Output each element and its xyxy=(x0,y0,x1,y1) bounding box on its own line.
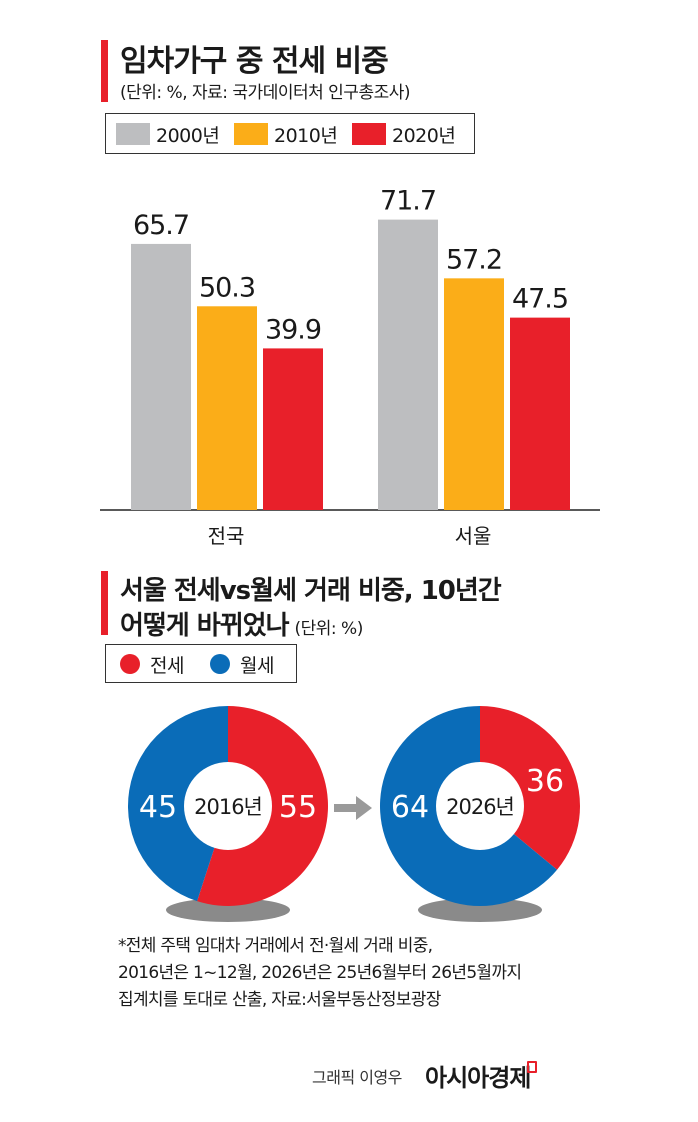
section2-title-line2: 어떻게 바뀌었나 (단위: %) xyxy=(120,605,363,642)
section1-accent-bar xyxy=(101,40,108,102)
legend-label-2020: 2020년 xyxy=(392,124,456,147)
donut-hole xyxy=(184,762,272,850)
legend-label-jeonse: 전세 xyxy=(150,654,184,677)
donut-center-label: 2026년 xyxy=(446,795,514,819)
footnote-line1: *전체 주택 임대차 거래에서 전·월세 거래 비중, xyxy=(118,936,433,956)
legend-label-wolse: 월세 xyxy=(240,654,274,677)
legend-item-wolse: 월세 xyxy=(210,653,274,677)
bar-0-2 xyxy=(263,348,323,510)
x-tick-label: 서울 xyxy=(455,524,492,548)
section2-title-line2-text: 어떻게 바뀌었나 xyxy=(120,611,289,641)
section1-title: 임차가구 중 전세 비중 xyxy=(120,44,389,79)
legend-item-jeonse: 전세 xyxy=(120,653,184,677)
donut-legend: 전세 월세 xyxy=(105,644,297,683)
arrow-right-icon xyxy=(334,796,372,820)
slice-value-label: 55 xyxy=(279,790,317,825)
donut-shadow xyxy=(166,898,290,922)
slice-value-label: 64 xyxy=(391,790,429,825)
legend-dot-jeonse xyxy=(120,654,140,674)
donut-slice-1-전세 xyxy=(480,706,580,870)
section2-accent-bar xyxy=(101,571,108,635)
bar-value-label: 65.7 xyxy=(133,210,189,241)
legend-item-2010: 2010년 xyxy=(234,123,338,147)
bar-1-2 xyxy=(510,317,570,510)
section1-subtitle: (단위: %, 자료: 국가데이터처 인구총조사) xyxy=(120,83,411,103)
bar-value-label: 47.5 xyxy=(512,284,568,315)
donut-center-label: 2016년 xyxy=(194,795,262,819)
section2-title-line1: 서울 전세vs월세 거래 비중, 10년간 xyxy=(120,576,502,606)
bar-value-label: 50.3 xyxy=(199,272,255,303)
donut-slice-0-월세 xyxy=(127,706,228,902)
footnote: *전체 주택 임대차 거래에서 전·월세 거래 비중, 2016년은 1~12월… xyxy=(118,933,522,1014)
legend-label-2010: 2010년 xyxy=(274,124,338,147)
legend-swatch-2010 xyxy=(234,123,268,145)
brand-mark-icon xyxy=(527,1061,537,1073)
bar-chart: 65.7 50.3 39.9 전국 71.7 57.2 47.5 서울 xyxy=(100,186,600,548)
bar-value-label: 39.9 xyxy=(265,314,321,345)
bar-0-1 xyxy=(197,306,257,510)
donut-shadow xyxy=(418,898,542,922)
bar-value-label: 57.2 xyxy=(446,244,502,275)
footnote-line2: 2016년은 1~12월, 2026년은 25년6월부터 26년5월까지 xyxy=(118,963,522,983)
bar-legend: 2000년 2010년 2020년 xyxy=(105,113,475,154)
legend-swatch-2020 xyxy=(352,123,386,145)
slice-value-label: 36 xyxy=(526,764,564,799)
bar-0-0 xyxy=(131,243,191,511)
legend-item-2020: 2020년 xyxy=(352,123,456,147)
legend-label-2000: 2000년 xyxy=(156,124,220,147)
bar-value-label: 71.7 xyxy=(380,186,436,217)
donut-hole xyxy=(436,762,524,850)
legend-swatch-2000 xyxy=(116,123,150,145)
footnote-line3: 집계치를 토대로 산출, 자료:서울부동산정보광장 xyxy=(118,990,441,1010)
legend-item-2000: 2000년 xyxy=(116,123,220,147)
bar-1-0 xyxy=(378,219,438,511)
x-tick-label: 전국 xyxy=(208,524,245,548)
donut-charts: 2016년 55 45 2026년 36 64 xyxy=(127,706,580,922)
legend-dot-wolse xyxy=(210,654,230,674)
section2-unit: (단위: %) xyxy=(294,619,364,639)
bar-1-1 xyxy=(444,278,504,510)
graphic-credit: 그래픽 이영우 xyxy=(312,1068,402,1087)
brand-logo-text: 아시아경제 xyxy=(425,1064,531,1092)
slice-value-label: 45 xyxy=(139,790,177,825)
